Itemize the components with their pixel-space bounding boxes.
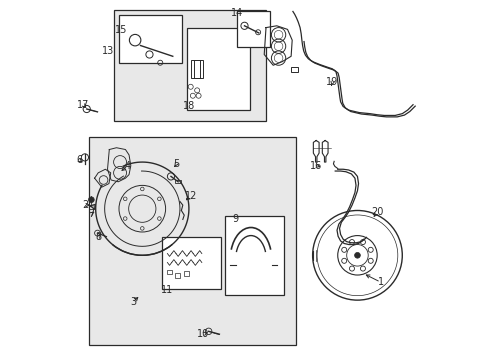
Text: 6: 6 [76,155,82,165]
Bar [224,216,284,295]
Text: 20: 20 [370,207,383,217]
Bar [290,67,297,72]
Polygon shape [90,204,95,210]
Text: 5: 5 [173,159,179,169]
Bar [174,273,179,278]
Text: 9: 9 [232,214,238,224]
Text: 16: 16 [309,161,322,171]
Bar [88,137,296,345]
Circle shape [354,252,360,258]
Text: 3: 3 [130,297,136,307]
Text: 4: 4 [124,161,131,171]
Text: 13: 13 [102,46,114,56]
Text: 17: 17 [77,100,89,110]
Text: 1: 1 [377,277,383,287]
Text: 12: 12 [184,191,197,201]
Bar [119,15,182,63]
Text: 7: 7 [88,209,94,219]
Text: 19: 19 [325,77,338,87]
Circle shape [88,197,94,203]
Bar [237,11,269,46]
Text: 8: 8 [95,232,101,242]
Bar [167,270,172,274]
Bar [162,237,221,289]
Text: 15: 15 [114,25,127,35]
Text: 2: 2 [81,200,88,210]
Bar [175,180,181,183]
Text: 18: 18 [183,102,195,112]
Bar [113,10,265,121]
Bar [187,28,249,110]
Text: 10: 10 [197,329,209,339]
Text: 11: 11 [161,285,173,296]
Bar [183,271,188,276]
Text: 14: 14 [230,8,242,18]
